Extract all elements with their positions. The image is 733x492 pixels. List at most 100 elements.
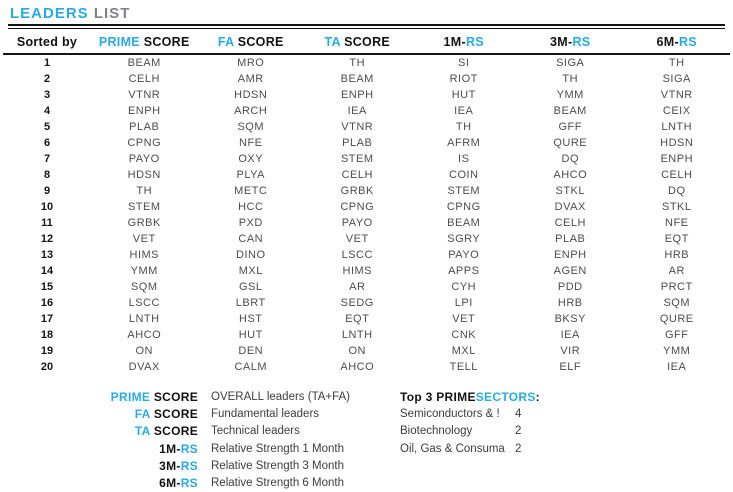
- sector-name: Oil, Gas & Consuma: [400, 442, 505, 455]
- sector-count: 2: [515, 442, 522, 455]
- table-row: 6 CPNG NFE PLAB AFRM QURE HDSN: [3, 135, 730, 151]
- table-row: 18 AHCO HUT LNTH CNK IEA GFF: [3, 327, 730, 343]
- table-row: 15 SQM GSL AR CYH PDD PRCT: [3, 279, 730, 295]
- ticker-cell: MXL: [238, 265, 263, 277]
- table-row: 2 CELH AMR BEAM RIOT TH SIGA: [3, 71, 730, 87]
- rank-cell: 6: [43, 137, 51, 149]
- ticker-cell: HDSN: [127, 169, 161, 181]
- ticker-cell: LNTH: [341, 329, 373, 341]
- ticker-cell: PRCT: [660, 281, 693, 293]
- col-header-3m-rs: 3M-RS: [517, 30, 624, 55]
- legend-item-6m-rs: 6M-RS Relative Strength 6 Month: [78, 474, 350, 491]
- rank-cell: 15: [40, 281, 54, 293]
- rank-cell: 13: [40, 249, 54, 261]
- ticker-cell: CNK: [451, 329, 477, 341]
- ticker-cell: STKL: [555, 185, 585, 197]
- ticker-cell: NFE: [665, 217, 689, 229]
- rank-cell: 10: [40, 201, 54, 213]
- rank-cell: 5: [43, 121, 51, 133]
- page-title-list: LIST: [88, 5, 131, 22]
- sector-count: 2: [515, 425, 522, 438]
- ticker-cell: MXL: [451, 345, 476, 357]
- ticker-cell: IEA: [560, 329, 580, 341]
- ticker-cell: DINO: [236, 249, 266, 261]
- ticker-cell: BEAM: [447, 217, 481, 229]
- ticker-cell: IS: [458, 153, 470, 165]
- ticker-cell: STEM: [447, 185, 481, 197]
- ticker-cell: EQT: [664, 233, 689, 245]
- col-header-ta-score: TA SCORE: [304, 30, 411, 55]
- rank-cell: 4: [43, 105, 51, 117]
- ticker-cell: ENPH: [340, 89, 374, 101]
- table-row: 1 BEAM MRO TH SI SIGA TH: [3, 54, 730, 71]
- sector-row: Semiconductors & ! 4: [400, 405, 540, 422]
- table-row: 20 DVAX CALM AHCO TELL ELF IEA: [3, 359, 730, 375]
- ticker-cell: IEA: [454, 105, 474, 117]
- legend-label: 1M-RS: [159, 441, 198, 456]
- ticker-cell: CALM: [234, 361, 268, 373]
- col-header-sorted-by: Sorted by: [3, 30, 91, 55]
- ticker-cell: DQ: [561, 153, 579, 165]
- rank-cell: 12: [40, 233, 54, 245]
- ticker-cell: HRB: [664, 249, 690, 261]
- ticker-cell: METC: [234, 185, 268, 197]
- ticker-cell: DVAX: [128, 361, 160, 373]
- rank-cell: 1: [43, 57, 51, 69]
- rank-cell: 19: [40, 345, 54, 357]
- ticker-cell: AHCO: [340, 361, 375, 373]
- ticker-cell: YMM: [663, 345, 691, 357]
- ticker-cell: TH: [136, 185, 153, 197]
- table-row: 4 ENPH ARCH IEA IEA BEAM CEIX: [3, 103, 730, 119]
- ticker-cell: SQM: [130, 281, 158, 293]
- ticker-cell: CYH: [451, 281, 477, 293]
- ticker-cell: VET: [132, 233, 156, 245]
- top-sectors-title: Top 3 PRIME SECTORS :: [400, 389, 540, 404]
- ticker-cell: CELH: [341, 169, 373, 181]
- ticker-cell: BEAM: [553, 105, 587, 117]
- ticker-cell: QURE: [659, 313, 694, 325]
- ticker-cell: DEN: [238, 345, 264, 357]
- rank-cell: 16: [40, 297, 54, 309]
- ticker-cell: QURE: [553, 137, 588, 149]
- ticker-cell: ENPH: [127, 105, 161, 117]
- legend-item-1m-rs: 1M-RS Relative Strength 1 Month: [78, 440, 350, 457]
- ticker-cell: TELL: [449, 361, 478, 373]
- ticker-cell: VET: [345, 233, 369, 245]
- ticker-cell: RIOT: [449, 73, 478, 85]
- ticker-cell: LNTH: [661, 121, 693, 133]
- sector-name: Biotechnology: [400, 425, 473, 438]
- ticker-cell: BEAM: [127, 57, 161, 69]
- ticker-cell: NFE: [239, 137, 263, 149]
- ticker-cell: CEIX: [662, 105, 691, 117]
- ticker-cell: HUT: [451, 89, 476, 101]
- ticker-cell: TH: [562, 73, 579, 85]
- sector-row: Oil, Gas & Consuma 2: [400, 440, 540, 457]
- table-row: 13 HIMS DINO LSCC PAYO ENPH HRB: [3, 247, 730, 263]
- ticker-cell: LPI: [454, 297, 473, 309]
- ticker-cell: LSCC: [341, 249, 373, 261]
- ticker-cell: SEDG: [340, 297, 374, 309]
- ticker-cell: ENPH: [553, 249, 587, 261]
- ticker-cell: AFRM: [447, 137, 481, 149]
- ticker-cell: PDD: [557, 281, 583, 293]
- table-row: 16 LSCC LBRT SEDG LPI HRB SQM: [3, 295, 730, 311]
- col-header-6m-rs: 6M-RS: [623, 30, 730, 55]
- legend-label: TA SCORE: [134, 424, 198, 439]
- ticker-cell: HUT: [238, 329, 263, 341]
- ticker-cell: OXY: [238, 153, 264, 165]
- ticker-cell: SIGA: [662, 73, 691, 85]
- ticker-cell: HIMS: [342, 265, 372, 277]
- ticker-cell: HDSN: [660, 137, 694, 149]
- table-row: 10 STEM HCC CPNG CPNG DVAX STKL: [3, 199, 730, 215]
- rank-cell: 18: [40, 329, 54, 341]
- ticker-cell: BKSY: [554, 313, 586, 325]
- leaders-table: Sorted by PRIME SCORE FA SCORE TA SCORE …: [3, 30, 730, 375]
- ticker-cell: IEA: [347, 105, 367, 117]
- table-row: 17 LNTH HST EQT VET BKSY QURE: [3, 311, 730, 327]
- ticker-cell: LNTH: [128, 313, 160, 325]
- ticker-cell: CELH: [661, 169, 693, 181]
- ticker-cell: LBRT: [235, 297, 266, 309]
- ticker-cell: TH: [455, 121, 472, 133]
- ticker-cell: PLAB: [555, 233, 586, 245]
- ticker-cell: PAYO: [128, 153, 160, 165]
